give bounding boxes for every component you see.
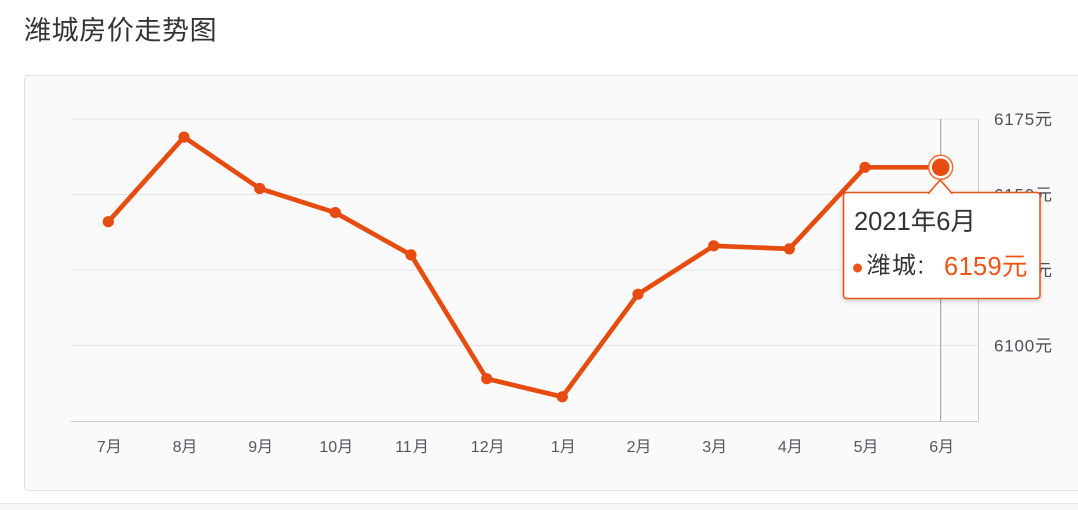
svg-text:6: 6 [936, 208, 950, 236]
svg-text:11: 11 [395, 439, 412, 456]
svg-text:3: 3 [702, 439, 711, 456]
svg-text:6100: 6100 [994, 337, 1035, 356]
svg-text:6: 6 [929, 439, 938, 456]
svg-text:2021: 2021 [854, 208, 911, 236]
svg-text:9: 9 [248, 439, 257, 456]
svg-text:5: 5 [854, 439, 863, 456]
svg-text:6175: 6175 [994, 110, 1035, 129]
svg-text:1: 1 [551, 439, 560, 456]
svg-text:12: 12 [471, 439, 489, 456]
svg-text:4: 4 [778, 439, 787, 456]
svg-text:6159: 6159 [944, 253, 1002, 281]
svg-text:2: 2 [627, 439, 636, 456]
svg-text:7: 7 [97, 439, 106, 456]
svg-text::: : [918, 253, 926, 280]
svg-text:10: 10 [319, 439, 337, 456]
svg-text:8: 8 [173, 439, 182, 456]
